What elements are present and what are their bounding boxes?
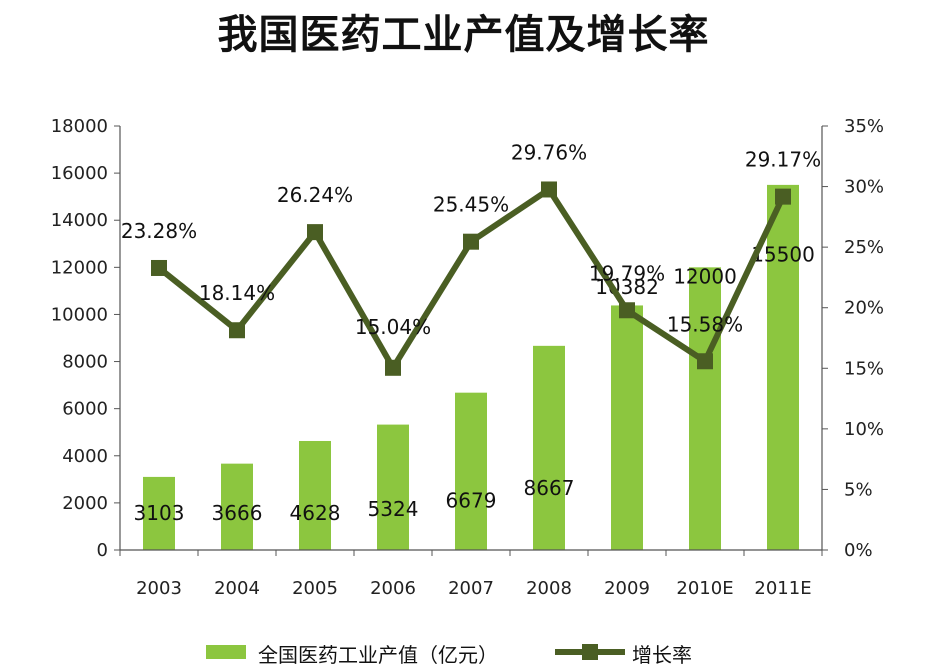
right-tick-label: 30% [844,177,884,198]
x-tick-label: 2006 [370,578,416,599]
x-tick-label: 2011E [754,578,811,599]
growth-value-label: 25.45% [433,193,509,217]
growth-value-label: 29.17% [745,148,821,172]
bar-value-label: 3103 [134,501,185,525]
bar-2007 [455,392,487,550]
bar-value-label: 3666 [212,501,263,525]
bar-2004 [221,463,253,550]
growth-value-label: 29.76% [511,140,587,164]
growth-marker-2008 [541,181,557,198]
x-tick-label: 2008 [526,578,572,599]
bar-2003 [143,476,175,550]
bar-2005 [299,440,331,550]
growth-marker-2004 [229,322,245,339]
growth-marker-2003 [151,259,167,276]
left-tick-label: 0 [97,540,108,561]
growth-value-label: 26.24% [277,183,353,207]
chart-title: 我国医药工业产值及增长率 [217,12,710,58]
left-tick-label: 14000 [51,210,108,231]
growth-marker-2009 [619,302,635,319]
x-tick-label: 2004 [214,578,260,599]
right-tick-label: 15% [844,358,884,379]
bar-value-label: 4628 [290,501,341,525]
growth-value-label: 18.14% [199,281,275,305]
right-tick-label: 25% [844,237,884,258]
legend-line-marker [582,644,598,660]
left-tick-label: 16000 [51,163,108,184]
bar-2008 [533,345,565,550]
bar-2009 [611,305,643,550]
x-tick-label: 2003 [136,578,182,599]
bar-value-label: 6679 [446,489,497,513]
left-tick-label: 4000 [62,446,108,467]
growth-marker-2006 [385,359,401,376]
growth-value-label: 15.04% [355,315,431,339]
growth-value-label: 15.58% [667,312,743,336]
growth-marker-2011E [775,188,791,205]
bar-value-label: 8667 [524,476,575,500]
right-tick-label: 35% [844,116,884,137]
growth-marker-2005 [307,224,323,241]
growth-marker-2010E [697,353,713,370]
right-tick-label: 10% [844,419,884,440]
right-tick-label: 20% [844,298,884,319]
right-tick-label: 5% [844,479,873,500]
left-tick-label: 8000 [62,352,108,373]
growth-value-label: 19.79% [589,261,665,285]
x-tick-label: 2005 [292,578,338,599]
bar-2011E [767,184,799,550]
left-tick-label: 6000 [62,399,108,420]
left-tick-label: 12000 [51,257,108,278]
legend-line-label: 增长率 [632,643,692,667]
legend-bar-label: 全国医药工业产值（亿元） [258,643,498,667]
bar-2006 [377,424,409,550]
bar-value-label: 12000 [673,265,737,289]
left-tick-label: 10000 [51,304,108,325]
x-tick-label: 2007 [448,578,494,599]
x-tick-label: 2009 [604,578,650,599]
legend-bar-swatch [206,645,246,659]
x-tick-label: 2010E [676,578,733,599]
left-tick-label: 18000 [51,116,108,137]
bar-2010E [689,267,721,550]
growth-value-label: 23.28% [121,219,197,243]
left-tick-label: 2000 [62,493,108,514]
bar-value-label: 5324 [368,497,419,521]
right-tick-label: 0% [844,540,873,561]
growth-marker-2007 [463,233,479,250]
